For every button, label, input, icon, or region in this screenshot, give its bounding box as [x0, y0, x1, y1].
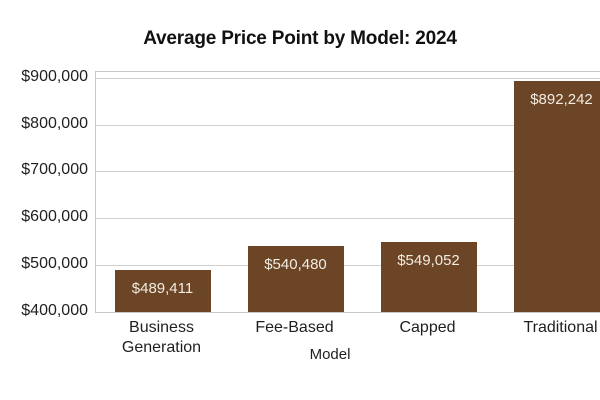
- y-tick-label: $900,000: [21, 67, 88, 85]
- bar-fee-based: $540,480: [247, 246, 344, 312]
- x-tick-label: Business Generation: [121, 319, 202, 356]
- y-tick-label: $600,000: [21, 208, 88, 226]
- y-tick-label: $800,000: [21, 114, 88, 132]
- bar-value-label: $892,242: [530, 91, 593, 109]
- x-tick-label: Fee-Based: [255, 319, 334, 336]
- bar-traditional: $892,242: [513, 81, 600, 312]
- bar-value-label: $540,480: [264, 256, 327, 274]
- gridline: [96, 171, 600, 173]
- gridline: [96, 124, 600, 126]
- bar-business-generation: $489,411: [114, 270, 211, 312]
- chart-title: Average Price Point by Model: 2024: [143, 28, 457, 49]
- gridline: [96, 218, 600, 220]
- plot-area: $489,411 $540,480 $549,052 $892,242: [95, 71, 600, 313]
- bar-value-label: $489,411: [131, 280, 194, 298]
- bar-capped: $549,052: [380, 242, 477, 312]
- x-axis-title: Model: [309, 346, 351, 363]
- gridline: [96, 265, 600, 267]
- gridline: [96, 77, 600, 79]
- y-tick-label: $400,000: [21, 302, 88, 319]
- x-tick-label: Capped: [399, 319, 456, 336]
- y-tick-label: $500,000: [21, 255, 88, 273]
- bar-value-label: $549,052: [397, 252, 460, 270]
- x-tick-label: Traditional: [523, 319, 598, 336]
- y-tick-label: $700,000: [21, 161, 88, 179]
